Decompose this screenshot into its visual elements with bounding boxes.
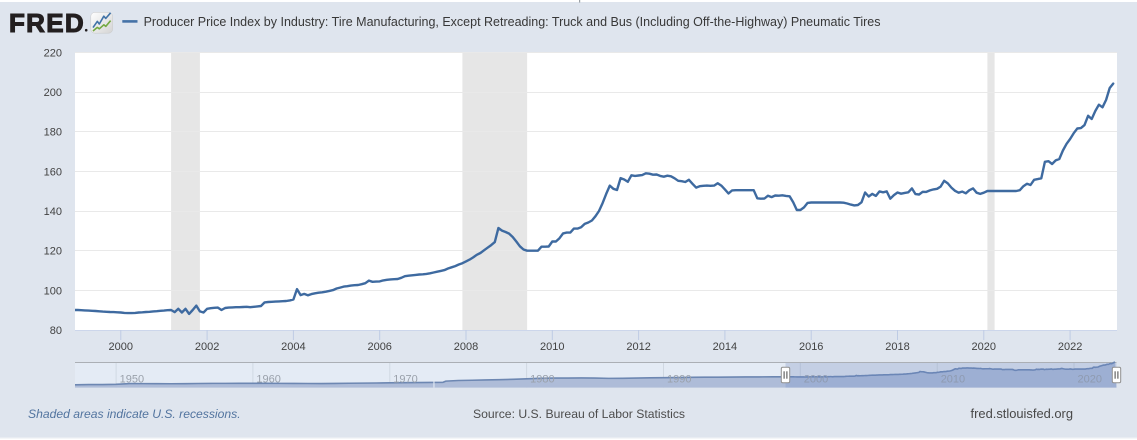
svg-text:2000: 2000 [109, 341, 133, 353]
svg-text:120: 120 [44, 246, 62, 258]
svg-text:180: 180 [44, 127, 62, 139]
svg-text:2008: 2008 [454, 341, 478, 353]
svg-text:2010: 2010 [941, 374, 965, 386]
svg-text:2020: 2020 [972, 341, 996, 353]
svg-text:220: 220 [44, 47, 62, 59]
svg-text:2014: 2014 [713, 341, 737, 353]
svg-text:2010: 2010 [540, 341, 564, 353]
svg-text:1990: 1990 [667, 374, 691, 386]
svg-text:2022: 2022 [1058, 341, 1082, 353]
svg-text:Shaded areas indicate U.S. rec: Shaded areas indicate U.S. recessions. [28, 407, 241, 421]
svg-text:2000: 2000 [804, 374, 828, 386]
svg-text:2020: 2020 [1078, 374, 1102, 386]
svg-text:200: 200 [44, 87, 62, 99]
svg-text:80: 80 [50, 325, 62, 337]
svg-text:1950: 1950 [120, 374, 144, 386]
svg-text:FRED: FRED [9, 8, 85, 38]
svg-text:2018: 2018 [885, 341, 909, 353]
svg-text:2012: 2012 [626, 341, 650, 353]
svg-text:100: 100 [44, 285, 62, 297]
svg-text:Producer Price Index by Indust: Producer Price Index by Industry: Tire M… [144, 15, 881, 29]
svg-text:160: 160 [44, 166, 62, 178]
svg-text:fred.stlouisfed.org: fred.stlouisfed.org [971, 406, 1073, 421]
svg-text:2016: 2016 [799, 341, 823, 353]
svg-text:2004: 2004 [281, 341, 305, 353]
svg-text:1980: 1980 [530, 374, 554, 386]
svg-text:2006: 2006 [367, 341, 391, 353]
svg-text:Source: U.S. Bureau of Labor S: Source: U.S. Bureau of Labor Statistics [473, 407, 685, 421]
svg-text:2002: 2002 [195, 341, 219, 353]
svg-text:140: 140 [44, 206, 62, 218]
svg-text:1970: 1970 [393, 374, 417, 386]
svg-text:1960: 1960 [256, 374, 280, 386]
